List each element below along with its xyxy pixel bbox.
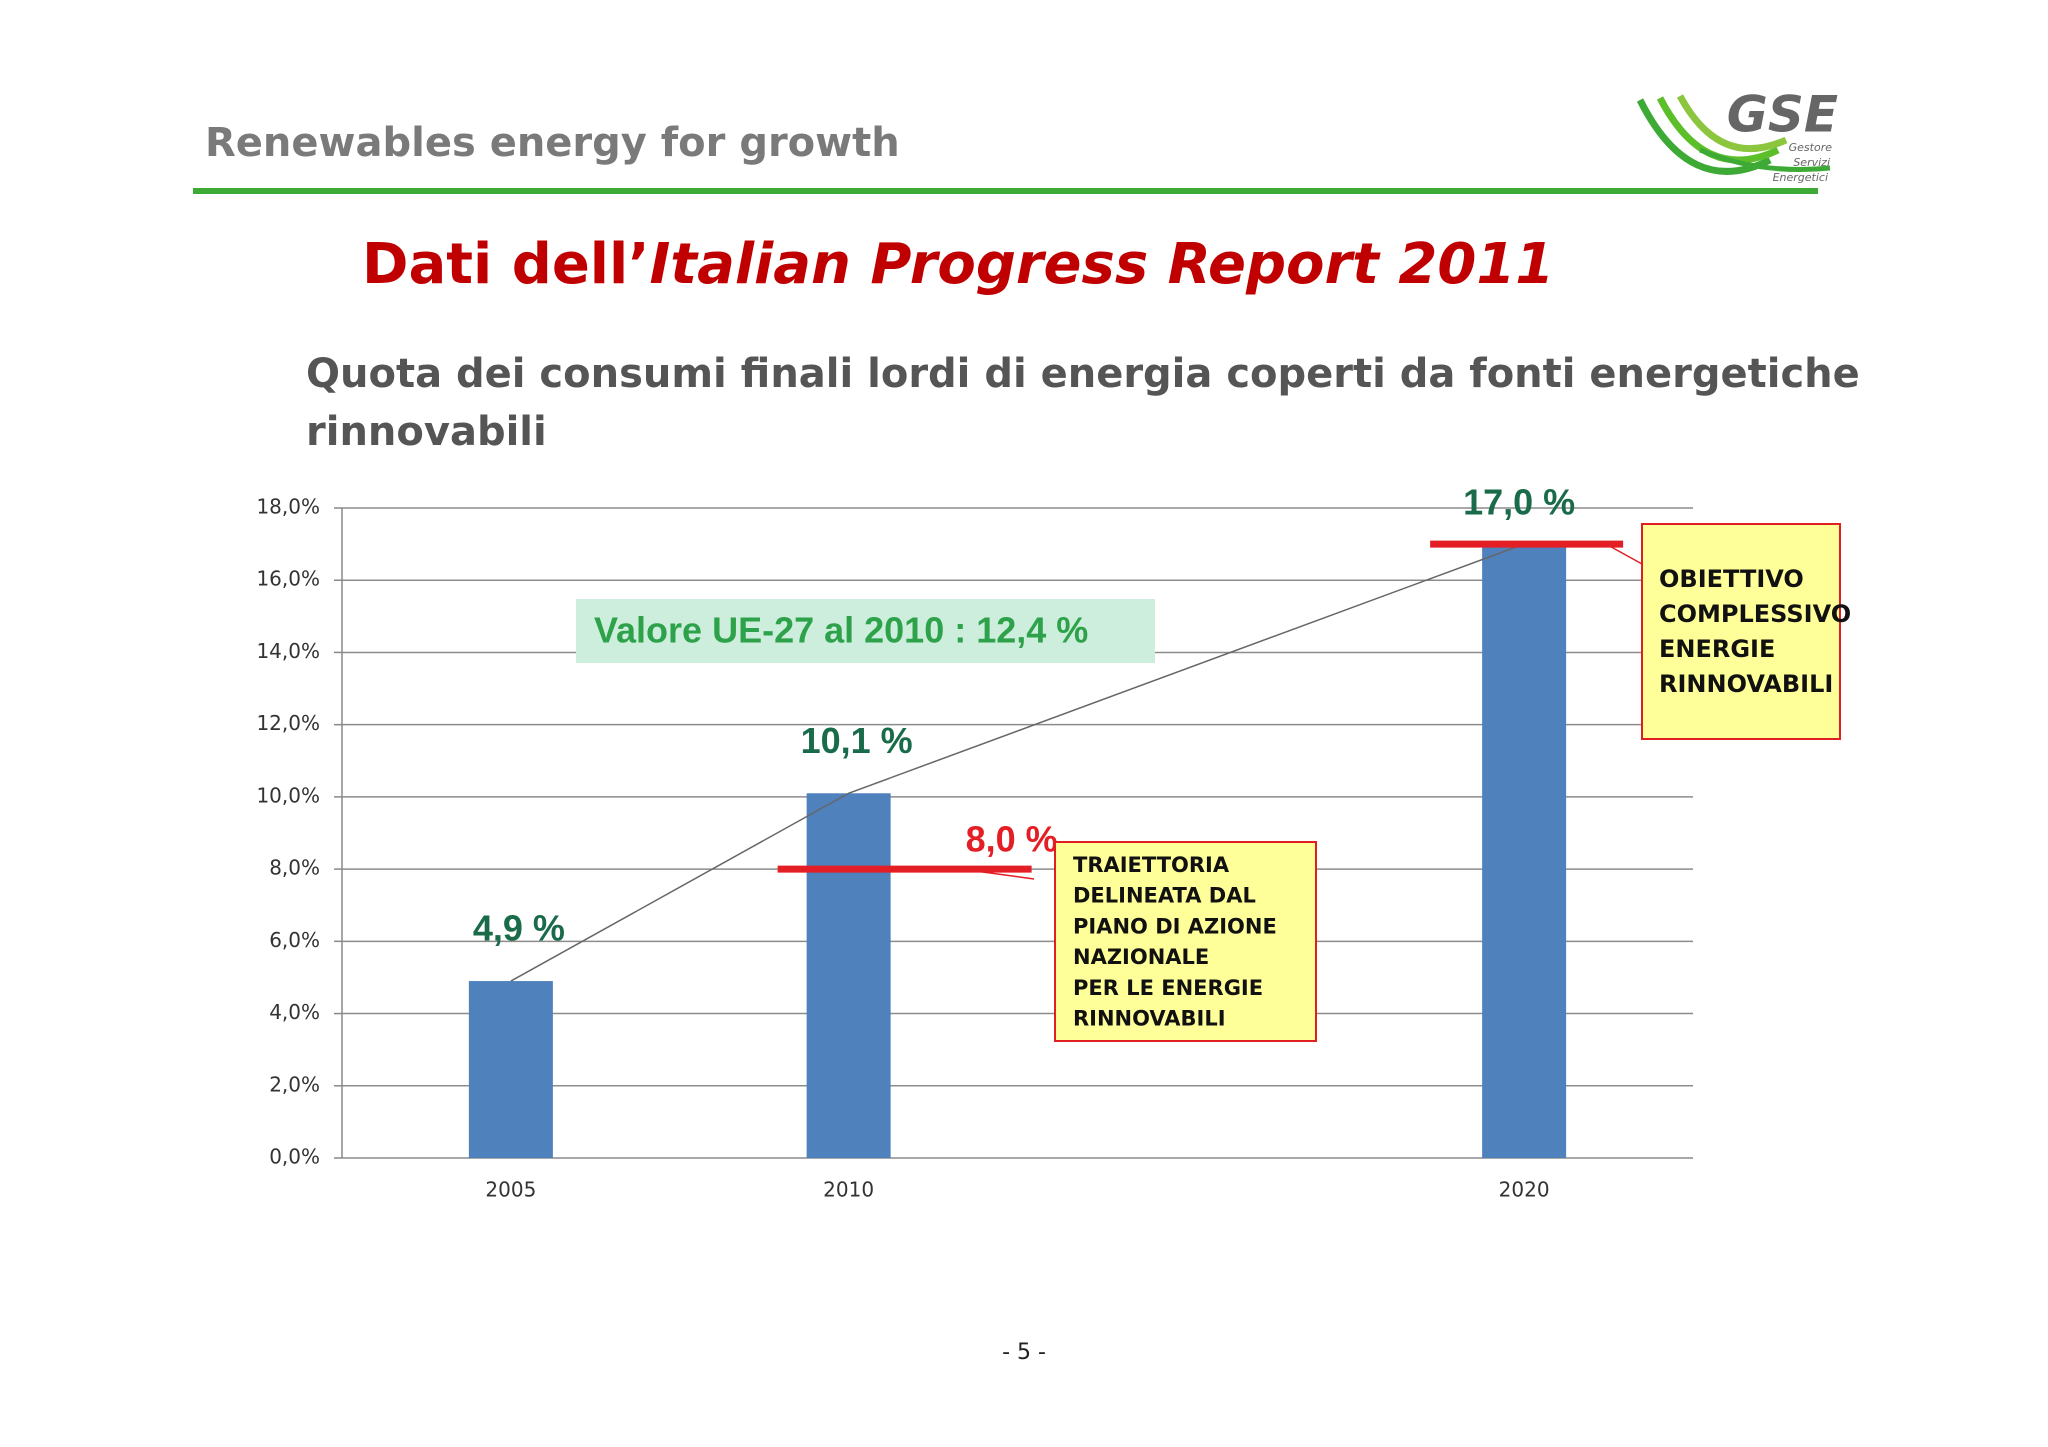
logo-line: Servizi (1793, 156, 1830, 169)
note-line: DELINEATA DAL (1073, 884, 1256, 908)
bar (806, 793, 891, 1158)
header-title: Renewables energy for growth (205, 120, 900, 166)
y-tick-label: 2,0% (269, 1072, 320, 1096)
value-label: 4,9 % (473, 908, 565, 949)
note-line: TRAIETTORIA (1073, 853, 1230, 877)
note-line: NAZIONALE (1073, 945, 1209, 969)
chart-title: Quota dei consumi finali lordi di energi… (306, 351, 1860, 397)
annotation-box (576, 599, 1155, 663)
bar (1482, 544, 1567, 1158)
chart-title: rinnovabili (306, 409, 547, 455)
x-tick-label: 2010 (823, 1178, 874, 1202)
leader-line (1605, 543, 1643, 565)
note-line: PER LE ENERGIE (1073, 976, 1263, 1000)
note-line: COMPLESSIVO (1659, 600, 1851, 628)
note-line: RINNOVABILI (1073, 1007, 1226, 1031)
note-line: RINNOVABILI (1659, 670, 1833, 698)
target-label: 17,0 % (1463, 482, 1575, 523)
logo-name: GSE (1727, 86, 1838, 144)
note-box (1641, 523, 1841, 740)
annotation: Valore UE-27 al 2010 : 12,4 % (594, 610, 1088, 651)
note-box (1054, 841, 1317, 1042)
logo-line: Energetici (1773, 171, 1828, 184)
trend-line (510, 543, 1525, 982)
header-rule (193, 188, 1818, 194)
logo: GSE Gestore Servizi Energetici (1636, 86, 1838, 184)
slide-title: Dati dell’Italian Progress Report 2011 (362, 232, 1554, 297)
y-tick-label: 12,0% (256, 711, 320, 735)
bar (468, 981, 553, 1158)
leader-line (961, 868, 1035, 880)
y-tick-label: 8,0% (269, 856, 320, 880)
x-tick-label: 2005 (485, 1178, 536, 1202)
page-number: - 5 - (1002, 1340, 1046, 1365)
x-tick-label: 2020 (1499, 1178, 1550, 1202)
slide-title-italic: Italian Progress Report 2011 (649, 232, 1554, 297)
logo-swoosh (1699, 147, 1831, 172)
y-tick-label: 0,0% (269, 1145, 320, 1169)
slide-title-plain: Dati dell’ (362, 232, 649, 297)
note-line: OBIETTIVO (1659, 565, 1804, 593)
y-tick-label: 6,0% (269, 928, 320, 952)
note-line: PIANO DI AZIONE (1073, 914, 1277, 938)
value-label: 10,1 % (801, 720, 913, 761)
logo-line: Gestore (1789, 141, 1833, 154)
y-tick-label: 14,0% (256, 639, 320, 663)
y-tick-label: 10,0% (256, 783, 320, 807)
y-tick-label: 18,0% (256, 495, 320, 519)
target-label: 8,0 % (966, 819, 1058, 860)
note-line: ENERGIE (1659, 635, 1775, 663)
y-tick-label: 16,0% (256, 567, 320, 591)
logo-swoosh (1676, 94, 1788, 152)
y-tick-label: 4,0% (269, 1000, 320, 1024)
chart: 0,0% 2,0% 4,0% 6,0% 8,0% 10,0% 12,0% 14,0% 16,0%… (256, 482, 1851, 1202)
